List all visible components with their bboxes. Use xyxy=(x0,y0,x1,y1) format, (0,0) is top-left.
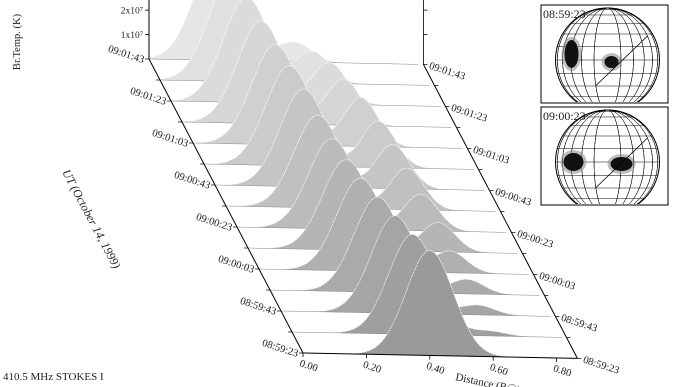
time-label-right: 09:00:23 xyxy=(516,229,555,251)
inset-map: 08:59:23 xyxy=(540,4,669,104)
axes xyxy=(145,0,582,363)
profile-outline xyxy=(226,114,496,212)
chart-caption: 410.5 MHz STOKES I xyxy=(3,371,104,383)
time-label-right: 09:00:43 xyxy=(494,187,533,209)
time-label-left: 09:00:23 xyxy=(195,212,234,234)
profile-area xyxy=(215,89,485,191)
distance-tick-label: 0.40 xyxy=(425,361,446,377)
time-label-left: 09:00:43 xyxy=(173,170,212,192)
cut-line xyxy=(595,137,648,189)
profile-area xyxy=(226,115,496,212)
profile-curves xyxy=(148,0,573,359)
time-label-right: 09:00:03 xyxy=(538,271,577,293)
time-label-left: 09:00:03 xyxy=(217,254,256,276)
profile-area xyxy=(248,159,518,254)
inset-content xyxy=(555,7,660,102)
distance-tick-label: 0.80 xyxy=(552,363,573,379)
inset-map: 09:00:23 xyxy=(540,106,669,206)
inset-content xyxy=(555,109,660,204)
brightness-axis-title: Br.Temp. (K) xyxy=(12,13,23,70)
distance-tick-label: 0.60 xyxy=(488,362,509,378)
radio-source xyxy=(563,153,584,171)
radio-source xyxy=(610,157,633,171)
time-label-right: 08:59:43 xyxy=(560,313,599,335)
cut-line xyxy=(595,35,648,87)
time-axis-title: UT (October 14, 1999) xyxy=(59,167,123,271)
time-label-right: 09:01:03 xyxy=(472,145,511,167)
radio-source xyxy=(604,56,619,68)
time-label-left: 08:59:23 xyxy=(261,338,300,360)
distance-axis-title: Distance (R☉) xyxy=(454,371,521,387)
time-label-right: 08:59:23 xyxy=(582,355,621,377)
distance-tick-label: 0.00 xyxy=(298,358,319,374)
distance-tick-label: 0.20 xyxy=(361,360,382,376)
inset-time-label: 08:59:23 xyxy=(543,7,586,21)
time-label-left: 09:01:03 xyxy=(151,128,190,150)
radio-map-insets: 08:59:23 09:00:23 xyxy=(540,4,669,206)
time-label-left: 08:59:43 xyxy=(239,296,278,318)
time-label-left: 09:01:23 xyxy=(129,86,168,108)
brightness-tick-label: 2x10⁷ xyxy=(121,7,143,17)
profile-area xyxy=(259,178,529,275)
inset-time-label: 09:00:23 xyxy=(543,109,586,123)
time-label-right: 09:01:43 xyxy=(428,61,467,83)
profile-area xyxy=(237,138,507,233)
profile-outline xyxy=(170,0,441,107)
profile-area xyxy=(303,250,573,359)
radio-source xyxy=(564,40,579,68)
time-label-right: 09:01:23 xyxy=(450,103,489,125)
distance-axis-line xyxy=(302,352,578,359)
profile-outline xyxy=(237,138,507,233)
brightness-tick-label: 1x10⁷ xyxy=(121,31,143,41)
time-label-left: 09:01:43 xyxy=(107,44,146,66)
profile-outline xyxy=(280,215,551,317)
